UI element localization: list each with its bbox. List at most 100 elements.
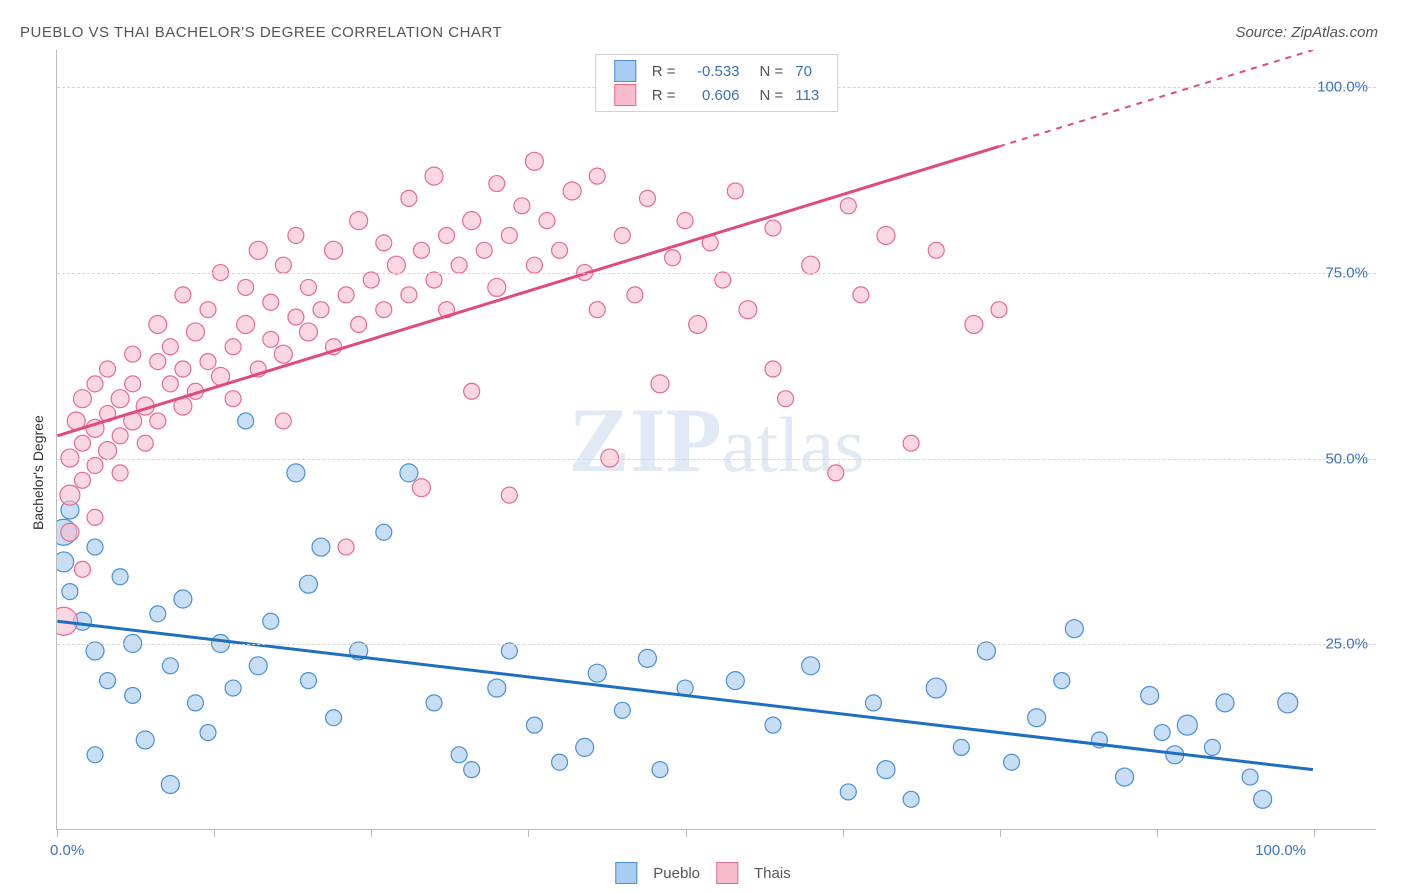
scatter-point-thais	[162, 339, 178, 355]
scatter-point-pueblo	[312, 538, 330, 556]
scatter-point-pueblo	[1216, 694, 1234, 712]
grid-line	[57, 644, 1376, 645]
scatter-point-pueblo	[464, 762, 480, 778]
scatter-point-thais	[765, 361, 781, 377]
scatter-point-thais	[325, 241, 343, 259]
watermark: ZIPatlas	[568, 387, 864, 493]
scatter-point-thais	[150, 354, 166, 370]
scatter-point-thais	[175, 361, 191, 377]
plot-frame: ZIPatlas R =-0.533N =70R =0.606N =113 25…	[56, 50, 1376, 830]
scatter-point-thais	[100, 406, 116, 422]
scatter-point-pueblo	[1204, 739, 1220, 755]
scatter-point-pueblo	[1065, 620, 1083, 638]
scatter-point-pueblo	[588, 664, 606, 682]
y-tick-label: 25.0%	[1325, 636, 1368, 653]
y-tick-label: 50.0%	[1325, 450, 1368, 467]
scatter-point-pueblo	[552, 754, 568, 770]
scatter-point-thais	[489, 176, 505, 192]
scatter-point-thais	[802, 256, 820, 274]
legend-top: R =-0.533N =70R =0.606N =113	[595, 54, 838, 112]
legend-swatch	[716, 862, 738, 884]
scatter-point-thais	[589, 168, 605, 184]
scatter-point-thais	[539, 213, 555, 229]
chart-title: PUEBLO VS THAI BACHELOR'S DEGREE CORRELA…	[20, 24, 502, 41]
scatter-point-thais	[439, 227, 455, 243]
scatter-point-pueblo	[57, 519, 77, 545]
legend-r-value: -0.533	[682, 59, 746, 83]
scatter-point-thais	[501, 487, 517, 503]
x-tick	[1157, 829, 1158, 837]
scatter-point-thais	[426, 272, 442, 288]
scatter-point-pueblo	[802, 657, 820, 675]
scatter-point-thais	[263, 294, 279, 310]
legend-n-label: N =	[746, 83, 790, 107]
x-tick	[1000, 829, 1001, 837]
scatter-point-pueblo	[1116, 768, 1134, 786]
scatter-point-thais	[74, 561, 90, 577]
scatter-point-thais	[263, 331, 279, 347]
scatter-point-thais	[125, 346, 141, 362]
scatter-point-pueblo	[1091, 732, 1107, 748]
scatter-point-thais	[87, 376, 103, 392]
scatter-point-thais	[74, 472, 90, 488]
x-tick-label: 0.0%	[50, 842, 84, 859]
legend-bottom-label: Pueblo	[653, 865, 700, 882]
x-tick	[686, 829, 687, 837]
scatter-point-pueblo	[87, 747, 103, 763]
x-tick	[843, 829, 844, 837]
scatter-point-thais	[200, 354, 216, 370]
scatter-point-thais	[828, 465, 844, 481]
scatter-point-pueblo	[263, 613, 279, 629]
scatter-point-thais	[702, 235, 718, 251]
scatter-point-pueblo	[877, 761, 895, 779]
scatter-point-thais	[175, 287, 191, 303]
scatter-point-pueblo	[174, 590, 192, 608]
x-tick-label: 100.0%	[1255, 842, 1306, 859]
scatter-point-thais	[73, 390, 91, 408]
scatter-point-thais	[124, 412, 142, 430]
scatter-point-thais	[338, 539, 354, 555]
scatter-point-pueblo	[1141, 686, 1159, 704]
x-tick	[1314, 829, 1315, 837]
x-tick	[57, 829, 58, 837]
scatter-point-thais	[877, 226, 895, 244]
scatter-point-pueblo	[501, 643, 517, 659]
legend-n-label: N =	[746, 59, 790, 83]
scatter-point-thais	[451, 257, 467, 273]
scatter-point-thais	[464, 383, 480, 399]
scatter-point-pueblo	[326, 710, 342, 726]
source-label: Source: ZipAtlas.com	[1235, 24, 1378, 41]
scatter-point-thais	[552, 242, 568, 258]
scatter-point-pueblo	[299, 575, 317, 593]
scatter-point-pueblo	[652, 762, 668, 778]
watermark-big: ZIP	[568, 389, 721, 491]
scatter-point-pueblo	[1028, 709, 1046, 727]
scatter-point-thais	[74, 435, 90, 451]
scatter-point-thais	[338, 287, 354, 303]
scatter-point-thais	[778, 391, 794, 407]
scatter-point-thais	[288, 309, 304, 325]
scatter-point-thais	[299, 323, 317, 341]
scatter-point-thais	[326, 339, 342, 355]
scatter-point-thais	[125, 376, 141, 392]
legend-swatch	[615, 862, 637, 884]
scatter-point-thais	[903, 435, 919, 451]
scatter-point-thais	[237, 316, 255, 334]
scatter-point-pueblo	[638, 649, 656, 667]
scatter-point-thais	[313, 302, 329, 318]
scatter-point-pueblo	[112, 569, 128, 585]
legend-bottom-label: Thais	[754, 865, 791, 882]
scatter-point-thais	[288, 227, 304, 243]
scatter-point-pueblo	[62, 584, 78, 600]
scatter-point-thais	[351, 317, 367, 333]
scatter-point-pueblo	[451, 747, 467, 763]
scatter-point-thais	[614, 227, 630, 243]
scatter-point-thais	[174, 397, 192, 415]
scatter-point-thais	[689, 316, 707, 334]
scatter-point-pueblo	[287, 464, 305, 482]
scatter-point-thais	[162, 376, 178, 392]
scatter-point-thais	[150, 413, 166, 429]
scatter-point-thais	[187, 383, 203, 399]
scatter-point-thais	[425, 167, 443, 185]
scatter-point-pueblo	[136, 731, 154, 749]
